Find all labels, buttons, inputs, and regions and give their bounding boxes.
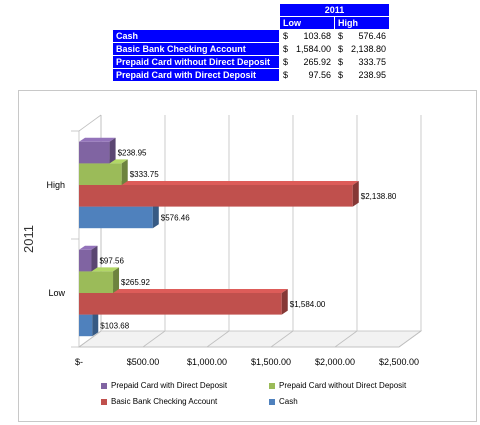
gridline-floor	[78, 330, 102, 348]
data-label: $2,138.80	[361, 192, 397, 201]
y-axis-title: 2011	[21, 225, 36, 253]
bar-top	[79, 245, 98, 250]
row-label: Prepaid Card without Direct Deposit	[112, 55, 280, 69]
bar-top	[79, 137, 116, 142]
category-label: High	[46, 180, 65, 190]
table-corner-2	[112, 16, 280, 30]
data-label: $97.56	[99, 257, 124, 266]
cost-table: 2011 Low High Cash $103.68 $576.46 Basic…	[112, 3, 390, 82]
table-col-high: High	[334, 16, 390, 30]
bar-side	[92, 310, 99, 337]
bar	[79, 314, 93, 337]
table-col-low: Low	[279, 16, 335, 30]
legend-swatch	[269, 398, 275, 405]
gridline-floor	[206, 330, 230, 348]
x-tick-label: $-	[75, 357, 83, 367]
data-label: $576.46	[161, 213, 190, 222]
row-high: $576.46	[334, 29, 390, 43]
table-year-header: 2011	[279, 3, 390, 17]
table-row: Prepaid Card without Direct Deposit $265…	[112, 55, 390, 69]
x-tick-label: $2,500.00	[379, 357, 419, 367]
bar	[79, 163, 122, 185]
legend-item: Prepaid Card with Direct Deposit	[101, 381, 227, 390]
row-label: Prepaid Card with Direct Deposit	[112, 68, 280, 82]
table-header-year-row: 2011	[112, 3, 390, 17]
row-label: Cash	[112, 29, 280, 43]
x-tick-label: $1,500.00	[251, 357, 291, 367]
row-low: $265.92	[279, 55, 335, 69]
bar-top	[79, 181, 359, 185]
row-high: $333.75	[334, 55, 390, 69]
legend-swatch	[269, 382, 275, 389]
chart-top-depth	[78, 114, 102, 132]
legend-item: Basic Bank Checking Account	[101, 397, 217, 406]
table-corner	[112, 3, 280, 17]
bar	[79, 206, 153, 229]
table-row: Cash $103.68 $576.46	[112, 29, 390, 43]
row-high: $238.95	[334, 68, 390, 82]
x-tick-label: $2,000.00	[315, 357, 355, 367]
legend-label: Prepaid Card without Direct Deposit	[279, 381, 407, 390]
bar	[79, 141, 110, 164]
data-label: $103.68	[100, 321, 129, 330]
legend-swatch	[101, 398, 107, 405]
data-table: 2011 Low High Cash $103.68 $576.46 Basic…	[112, 3, 390, 82]
data-label: $238.95	[118, 149, 147, 158]
chart-area: $- $500.00 $1,000.00 $1,500.00 $2,000.00 $2,5…	[18, 90, 477, 422]
bar-side	[113, 267, 120, 293]
table-header-row: Low High	[112, 16, 390, 30]
table-row: Prepaid Card with Direct Deposit $97.56 …	[112, 68, 390, 82]
bar-chart: $- $500.00 $1,000.00 $1,500.00 $2,000.00 $2,5…	[21, 114, 423, 367]
bar	[79, 249, 92, 272]
gridline-floor	[334, 330, 358, 348]
bar-top	[79, 289, 288, 293]
legend-item: Cash	[269, 397, 298, 406]
row-high: $2,138.80	[334, 42, 390, 56]
bar-side	[281, 289, 288, 315]
row-low: $103.68	[279, 29, 335, 43]
data-label: $333.75	[130, 170, 159, 179]
chart-floor	[77, 330, 423, 348]
bar-side	[109, 137, 116, 164]
gridline-floor	[270, 330, 294, 348]
row-low: $97.56	[279, 68, 335, 82]
legend-label: Cash	[279, 397, 298, 406]
bar-side	[152, 202, 159, 229]
bar	[79, 271, 114, 293]
legend-item: Prepaid Card without Direct Deposit	[269, 381, 406, 390]
x-tick-label: $1,000.00	[187, 357, 227, 367]
gridline-floor	[142, 330, 166, 348]
data-label: $265.92	[121, 278, 150, 287]
table-row: Basic Bank Checking Account $1,584.00 $2…	[112, 42, 390, 56]
bar-side	[121, 159, 128, 185]
bar	[79, 185, 353, 207]
x-tick-label: $500.00	[127, 357, 160, 367]
row-low: $1,584.00	[279, 42, 335, 56]
category-label: Low	[48, 288, 65, 298]
gridline-floor	[398, 330, 422, 348]
bar-side	[352, 181, 359, 207]
row-label: Basic Bank Checking Account	[112, 42, 280, 56]
data-label: $1,584.00	[290, 300, 326, 309]
bar-side	[91, 245, 98, 272]
legend-swatch	[101, 382, 107, 389]
bar	[79, 293, 282, 315]
legend-label: Basic Bank Checking Account	[111, 397, 218, 406]
legend-label: Prepaid Card with Direct Deposit	[111, 381, 228, 390]
